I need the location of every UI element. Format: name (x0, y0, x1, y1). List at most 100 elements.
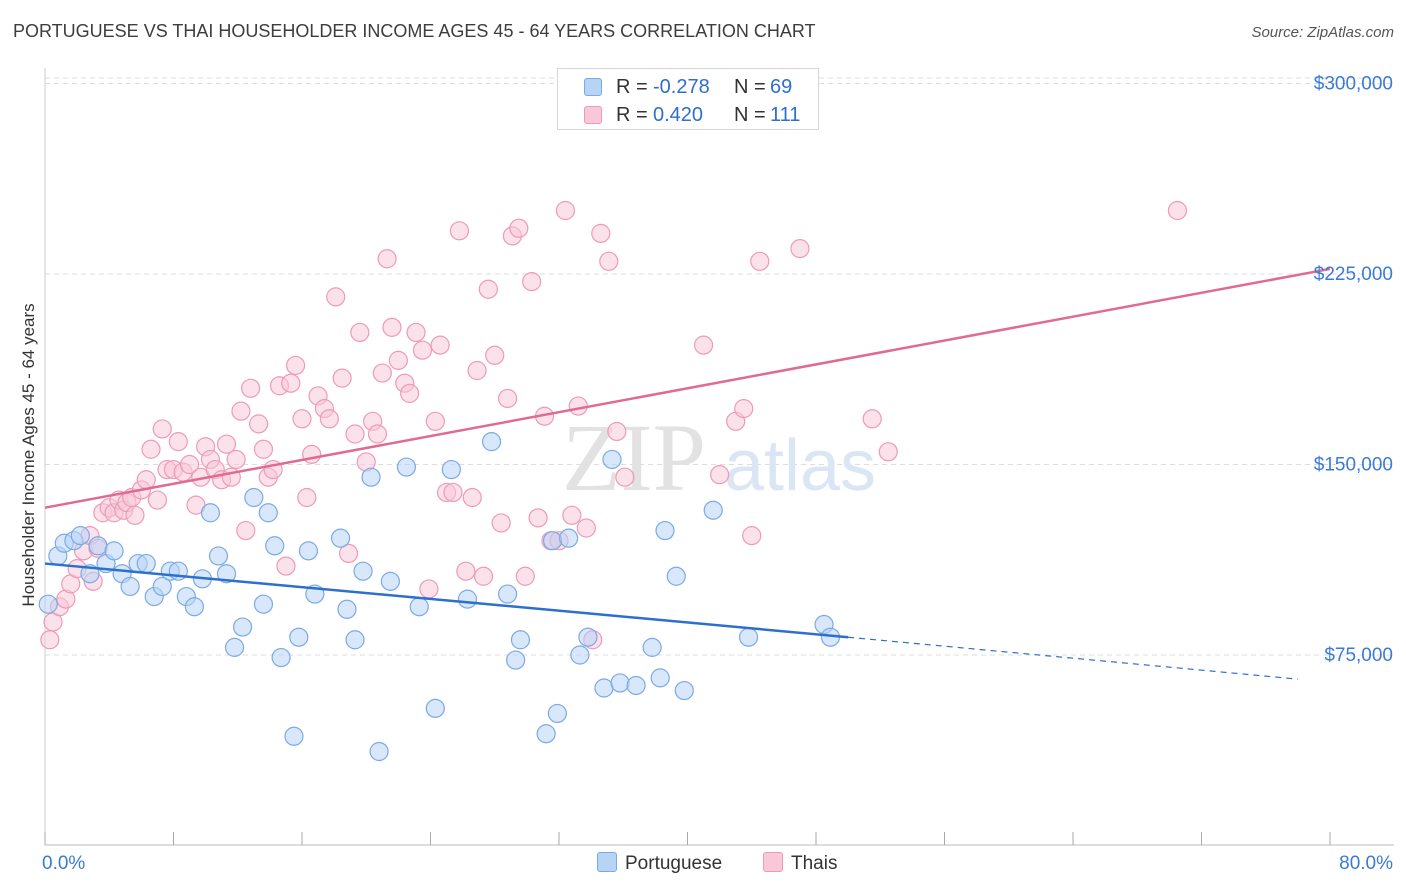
portuguese-point (380, 571, 400, 591)
portuguese-trend-line (44, 562, 849, 639)
portuguese-points (38, 432, 841, 762)
stats-legend: R = -0.278 N = 69 R = 0.420 N = 111 (557, 68, 819, 130)
portuguese-point (559, 528, 579, 548)
thais-point (372, 363, 392, 383)
thais-point (562, 505, 582, 525)
y-axis-title: Householder Income Ages 45 - 64 years (19, 303, 38, 606)
watermark: ZIP atlas (562, 404, 876, 511)
thais-point (332, 368, 352, 388)
thais-point (388, 350, 408, 370)
thais-point (693, 335, 714, 355)
y-tick-label: $75,000 (1324, 645, 1393, 666)
thais-point (302, 444, 322, 464)
thais-point (400, 383, 420, 403)
thais-swatch (584, 106, 602, 124)
portuguese-point (265, 536, 285, 556)
thais-point (412, 340, 433, 360)
y-tick-label: $300,000 (1314, 74, 1393, 95)
portuguese-point (578, 627, 598, 647)
portuguese-point (253, 594, 274, 614)
thais-point (125, 505, 145, 525)
legend-item-thais[interactable]: Thais (763, 852, 837, 875)
thais-point (377, 249, 397, 269)
n-value: 69 (770, 76, 793, 98)
portuguese-point (457, 589, 478, 609)
tick-labels: $75,000 $150,000 $225,000 $300,000 0.0% 80.0% (42, 74, 1393, 875)
thais-swatch (763, 852, 783, 872)
portuguese-point (674, 680, 694, 701)
thais-point (406, 322, 426, 343)
n-label: N = (734, 104, 766, 126)
thais-point (136, 470, 156, 490)
thais-point (485, 345, 505, 365)
portuguese-point (396, 457, 417, 477)
portuguese-point (337, 599, 357, 619)
thais-point (249, 414, 269, 434)
portuguese-point (409, 597, 429, 617)
y-tick-label: $150,000 (1314, 455, 1393, 476)
watermark-zip: ZIP (562, 404, 706, 511)
thais-point (467, 360, 487, 381)
thais-point (449, 221, 470, 241)
trend-lines (44, 267, 1331, 680)
thais-point (425, 411, 445, 431)
portuguese-point (200, 503, 221, 523)
thais-point (430, 335, 450, 355)
thais-point (367, 424, 388, 444)
thais-point (509, 218, 529, 238)
portuguese-point (232, 617, 253, 637)
portuguese-point (610, 673, 630, 693)
thais-point (607, 421, 627, 442)
thais-point (790, 239, 810, 259)
portuguese-point (425, 698, 445, 718)
portuguese-point (136, 553, 156, 574)
portuguese-point (298, 541, 319, 561)
portuguese-point (602, 449, 622, 470)
portuguese-point (441, 459, 461, 480)
thais-point (152, 419, 172, 439)
thais-point (345, 424, 365, 444)
thais-point (1167, 200, 1188, 221)
portuguese-point (542, 531, 563, 551)
portuguese-trend-extension (848, 636, 1298, 680)
portuguese-point (284, 726, 304, 746)
portuguese-point (498, 584, 518, 604)
portuguese-point (536, 724, 556, 744)
thais-point (878, 442, 898, 462)
portuguese-point (703, 500, 723, 520)
portuguese-point (208, 546, 229, 566)
gridlines (45, 77, 1394, 656)
portuguese-point (506, 650, 526, 670)
portuguese-point (738, 627, 759, 647)
portuguese-point (38, 594, 58, 614)
thais-point (528, 508, 548, 528)
thais-point (515, 566, 535, 586)
legend-item-portuguese[interactable]: Portuguese (597, 852, 722, 875)
thais-point (498, 388, 518, 409)
thais-point (253, 439, 274, 459)
portuguese-point (642, 637, 662, 657)
thais-point (522, 272, 542, 292)
thais-point (742, 526, 762, 546)
thais-point (241, 378, 261, 398)
thais-point (491, 513, 511, 533)
thais-point (456, 561, 476, 581)
thais-point (734, 399, 754, 419)
portuguese-point (216, 564, 237, 584)
thais-point (555, 200, 576, 221)
portuguese-point (224, 637, 245, 657)
portuguese-point (594, 678, 614, 698)
thais-points (40, 200, 1188, 650)
portuguese-swatch (597, 852, 617, 872)
source-label: Source: ZipAtlas.com (1251, 24, 1394, 41)
thais-point (599, 251, 619, 271)
portuguese-point (655, 520, 675, 541)
thais-point (281, 373, 301, 393)
thais-point (141, 439, 161, 459)
thais-point (382, 317, 402, 337)
thais-point (473, 566, 494, 586)
thais-point (326, 287, 346, 307)
thais-point (568, 396, 588, 416)
n-label: N = (734, 76, 766, 98)
